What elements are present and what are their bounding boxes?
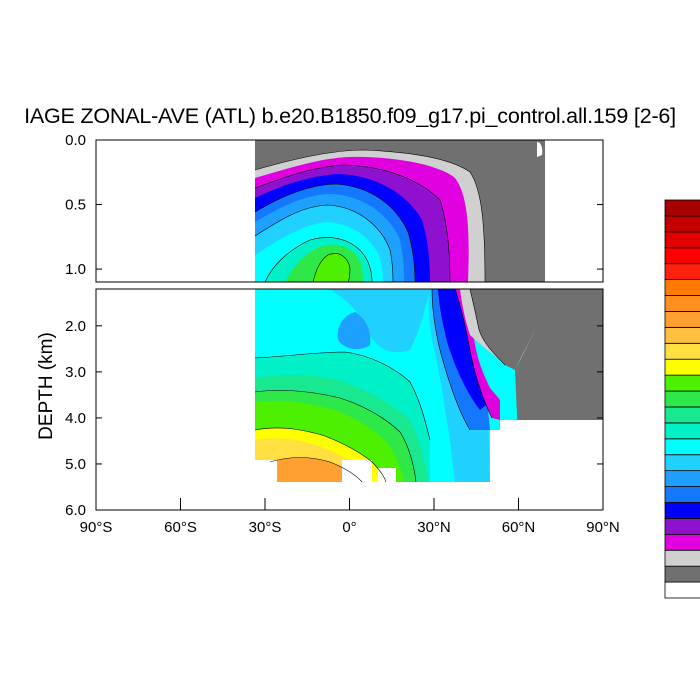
colorbar-swatch (664, 374, 700, 392)
colorbar-swatch (664, 199, 700, 217)
y-axis-label: DEPTH (km) (36, 332, 57, 440)
colorbar-swatch (664, 231, 700, 249)
x-tick-label: 0° (342, 519, 356, 536)
colorbar-swatch (664, 565, 700, 583)
colorbar-swatch (664, 518, 700, 535)
y-tick-label: 0.0 (65, 132, 86, 149)
colorbar-swatch (664, 454, 700, 472)
colorbar-swatch (664, 533, 700, 551)
x-tick-label: 60°N (502, 519, 536, 536)
upper-panel-frame (95, 139, 604, 283)
x-tick-label: 30°S (249, 519, 282, 536)
colorbar-swatch (664, 502, 700, 519)
upper-y-axis: 0.0 0.5 1.0 (65, 132, 603, 278)
colorbar-swatch (664, 422, 700, 440)
colorbar-swatch (664, 263, 700, 280)
colorbar-swatch (664, 470, 700, 487)
colorbar-swatch (664, 295, 700, 312)
upper-panel-field (254, 140, 545, 282)
colorbar-swatch (664, 326, 700, 344)
colorbar-swatch (664, 438, 700, 456)
y-tick-label: 1.0 (65, 261, 86, 278)
colorbar-swatch (664, 549, 700, 567)
y-tick-label: 3.0 (65, 364, 86, 381)
colorbar-swatch (664, 581, 700, 599)
x-tick-label: 60°S (164, 519, 197, 536)
colorbar-swatch (664, 390, 700, 408)
colorbar-swatch (664, 311, 700, 328)
y-tick-label: 4.0 (65, 410, 86, 427)
colorbar-swatch (664, 358, 700, 376)
colorbar-swatch (664, 406, 700, 424)
y-tick-label: 6.0 (65, 502, 86, 519)
y-tick-label: 2.0 (65, 318, 86, 335)
colorbar-swatch (664, 279, 700, 296)
colorbar-swatch (664, 215, 700, 233)
colorbar-swatch (664, 342, 700, 360)
lower-panel-field (254, 289, 603, 483)
x-tick-label: 90°N (586, 519, 620, 536)
colorbar-swatch (664, 247, 700, 265)
y-tick-label: 5.0 (65, 456, 86, 473)
colorbar (664, 199, 700, 599)
x-axis: 90°S 60°S 30°S 0° 30°N 60°N 90°N (80, 498, 620, 536)
chart-title: IAGE ZONAL-AVE (ATL) b.e20.B1850.f09_g17… (24, 104, 676, 128)
x-tick-label: 90°S (80, 519, 113, 536)
x-tick-label: 30°N (417, 519, 451, 536)
lower-y-axis: 2.0 3.0 4.0 5.0 6.0 (65, 318, 603, 519)
colorbar-swatch (664, 486, 700, 503)
y-tick-label: 0.5 (65, 197, 86, 214)
